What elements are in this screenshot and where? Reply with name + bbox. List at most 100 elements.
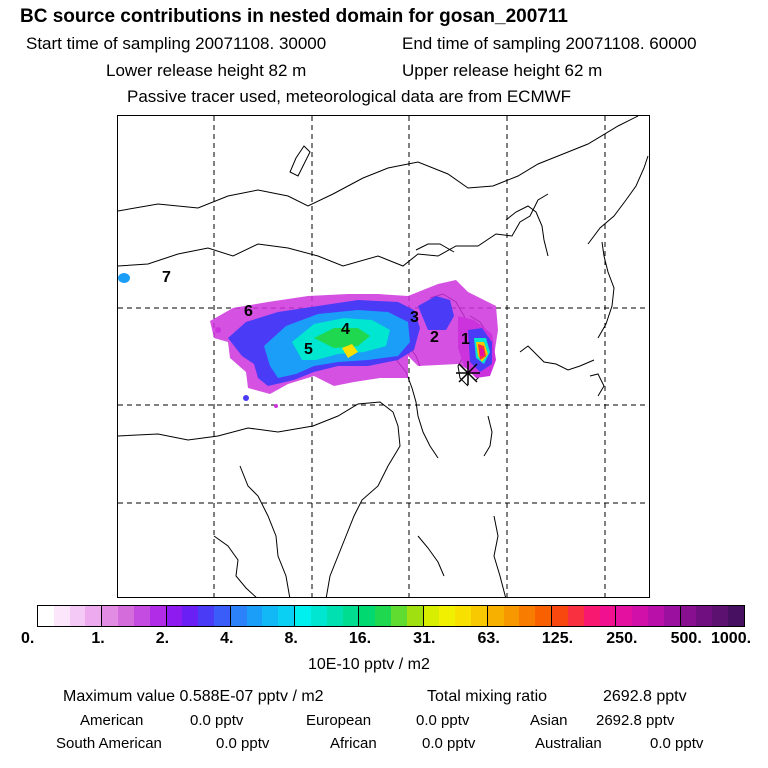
tracer-note: Passive tracer used, meteorological data… [127, 87, 572, 106]
colorbar-swatch [390, 606, 407, 626]
colorbar-segment [166, 606, 231, 626]
colorbar-swatch [632, 606, 649, 626]
european-label: European [306, 712, 372, 729]
american-label: American [80, 712, 144, 729]
region-label-6: 6 [244, 303, 253, 320]
colorbar-segment [423, 606, 488, 626]
colorbar-swatch [471, 606, 487, 626]
colorbar-segment [680, 606, 744, 626]
colorbar-swatch [583, 606, 600, 626]
colorbar-tick-label: 31. [413, 630, 436, 647]
australian-label: Australian [535, 735, 602, 752]
colorbar-swatch [375, 606, 391, 626]
lower-height-label: Lower release height 82 m [106, 61, 307, 80]
australian-value: 0.0 pptv [650, 735, 704, 752]
colorbar-swatch [519, 606, 536, 626]
colorbar-swatch [133, 606, 150, 626]
colorbar-tick-label: 4. [220, 630, 234, 647]
colorbar-segment [552, 606, 617, 626]
colorbar-swatch [423, 606, 440, 626]
colorbar-swatch [262, 606, 279, 626]
colorbar-swatch [118, 606, 134, 626]
total-mixing-label: Total mixing ratio [427, 688, 548, 705]
colorbar-tick-label: 500. [670, 630, 702, 647]
colorbar-tick-label: 1000. [711, 630, 752, 647]
colorbar-swatch [310, 606, 327, 626]
page-title: BC source contributions in nested domain… [20, 6, 568, 27]
colorbar-swatch [616, 606, 633, 626]
asian-label: Asian [530, 712, 568, 729]
region-label-5: 5 [304, 341, 313, 358]
colorbar-swatch [182, 606, 199, 626]
colorbar-swatch [567, 606, 584, 626]
colorbar-tick-label: 125. [541, 630, 574, 647]
colorbar-swatch [53, 606, 70, 626]
colorbar-swatch [102, 606, 119, 626]
colorbar-tick-label: 250. [606, 630, 638, 647]
total-mixing-value: 2692.8 pptv [603, 688, 687, 705]
region-label-4: 4 [341, 321, 350, 338]
colorbar-swatch [599, 606, 616, 626]
map-frame: 7 6 4 5 3 2 1 [117, 115, 650, 598]
american-value: 0.0 pptv [190, 712, 244, 729]
south-american-value: 0.0 pptv [216, 735, 270, 752]
colorbar-swatch [166, 606, 183, 626]
start-time-label: Start time of sampling 20071108. 30000 [26, 34, 327, 53]
colorbar-swatch [213, 606, 230, 626]
colorbar-swatch [663, 606, 680, 626]
south-american-label: South American [56, 735, 162, 752]
end-time-label: End time of sampling 20071108. 60000 [402, 34, 697, 53]
max-value-label: Maximum value 0.588E-07 pptv / m2 [63, 688, 324, 705]
european-value: 0.0 pptv [416, 712, 470, 729]
colorbar-segment [102, 606, 167, 626]
colorbar-swatch [359, 606, 376, 626]
colorbar-segment [295, 606, 360, 626]
colorbar-swatch [85, 606, 102, 626]
colorbar [37, 605, 745, 627]
african-value: 0.0 pptv [422, 735, 476, 752]
colorbar-swatch [198, 606, 214, 626]
colorbar-tick-label: 2. [155, 630, 170, 647]
colorbar-tick-label: 16. [348, 630, 372, 647]
colorbar-swatch [552, 606, 568, 626]
colorbar-swatch [535, 606, 552, 626]
asian-value: 2692.8 pptv [596, 712, 675, 729]
colorbar-tick-label: 63. [477, 630, 500, 647]
african-label: African [330, 735, 377, 752]
colorbar-swatch [728, 606, 744, 626]
region-label-3: 3 [410, 309, 419, 326]
map-canvas [118, 116, 649, 597]
lat-lon-grid [118, 116, 649, 597]
colorbar-swatch [503, 606, 520, 626]
colorbar-segment [487, 606, 553, 626]
upper-height-label: Upper release height 62 m [402, 61, 603, 80]
colorbar-swatch [326, 606, 343, 626]
colorbar-segment [359, 606, 424, 626]
colorbar-swatch [149, 606, 166, 626]
region-label-1: 1 [461, 331, 470, 348]
colorbar-segment [230, 606, 296, 626]
source-plume [118, 273, 498, 408]
colorbar-swatch [246, 606, 263, 626]
colorbar-swatch [342, 606, 359, 626]
colorbar-swatch [278, 606, 295, 626]
colorbar-swatch [295, 606, 311, 626]
colorbar-swatch [712, 606, 729, 626]
colorbar-swatch [680, 606, 697, 626]
colorbar-tick-label: 0. [21, 630, 35, 647]
colorbar-tick-label: 1. [91, 630, 105, 647]
region-label-2: 2 [430, 329, 439, 346]
colorbar-segment [616, 606, 681, 626]
colorbar-swatch [439, 606, 456, 626]
colorbar-swatch [455, 606, 472, 626]
colorbar-tick-label: 8. [284, 630, 298, 647]
region-label-7: 7 [162, 269, 171, 286]
colorbar-swatch [406, 606, 423, 626]
colorbar-swatch [648, 606, 664, 626]
colorbar-swatch [696, 606, 713, 626]
colorbar-swatch [69, 606, 86, 626]
asterisk-icon [456, 361, 480, 385]
colorbar-swatch [230, 606, 247, 626]
colorbar-units: 10E-10 pptv / m2 [308, 656, 430, 673]
colorbar-swatch [38, 606, 54, 626]
